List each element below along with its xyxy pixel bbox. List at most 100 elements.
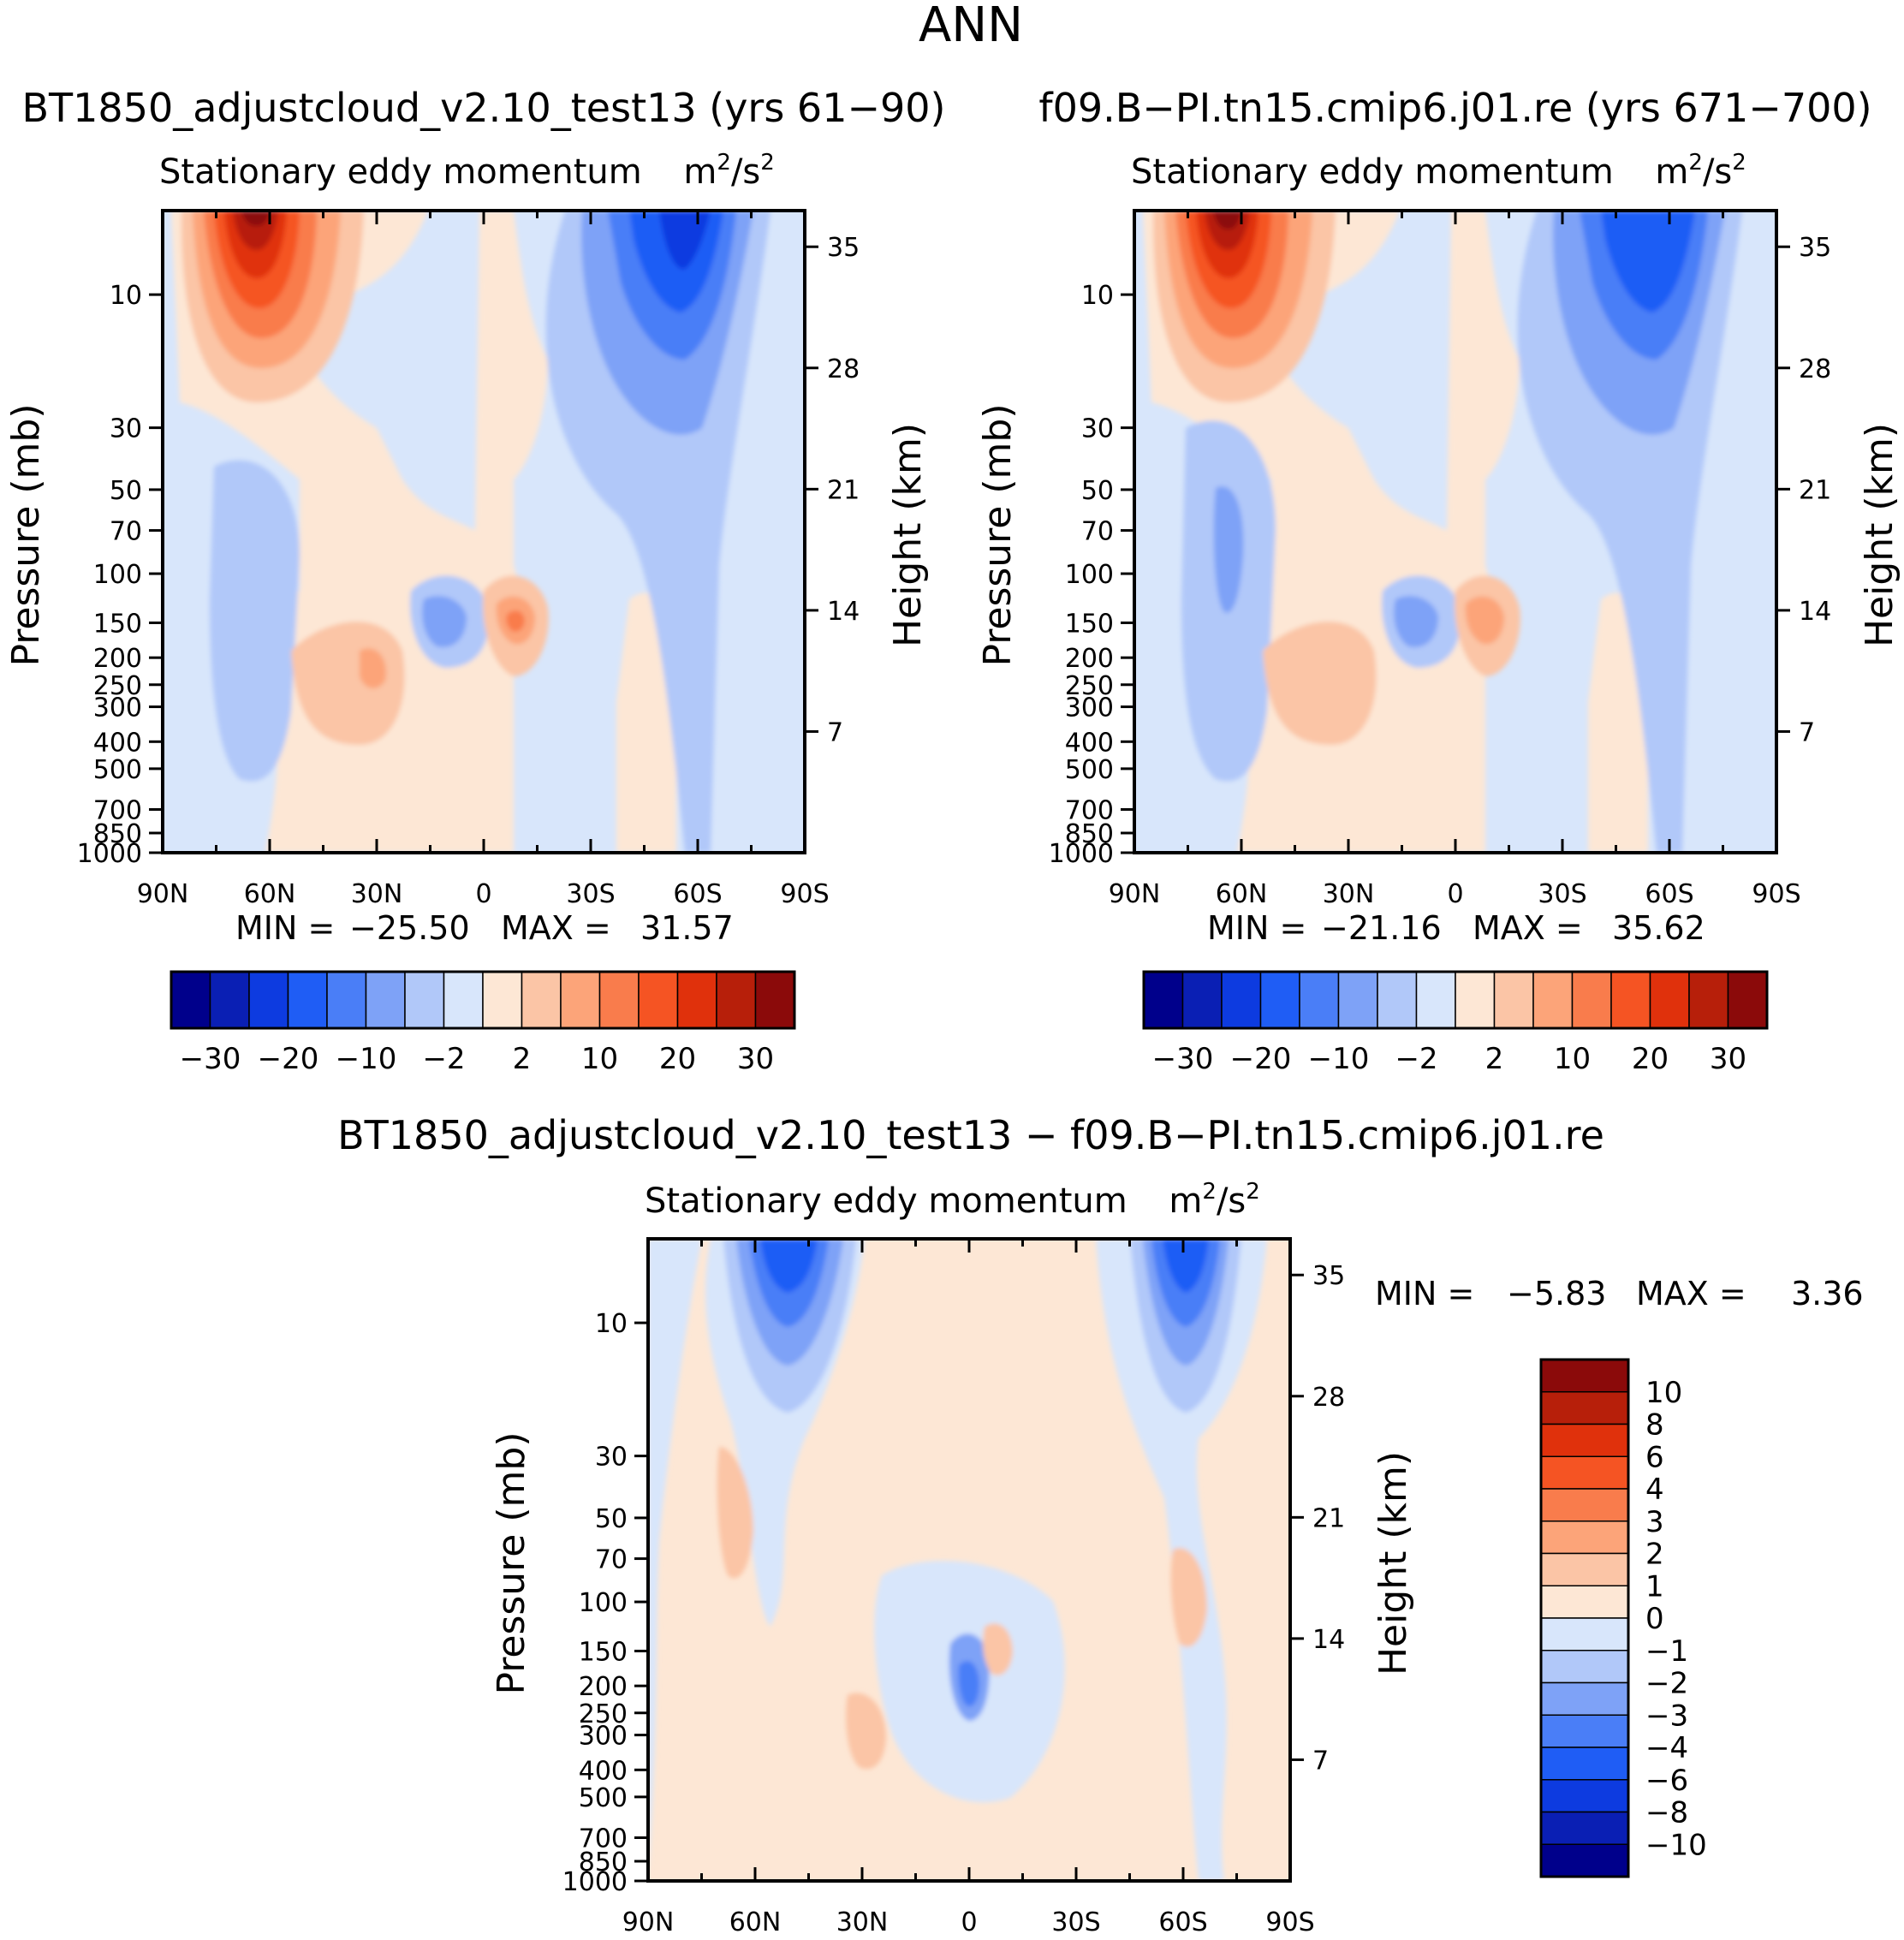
y-tick-label: 30 <box>595 1443 628 1473</box>
y2-tick-label: 7 <box>1312 1746 1329 1776</box>
y2-tick-label: 28 <box>827 354 860 384</box>
panel-c-max-label: MAX = <box>1636 1275 1746 1312</box>
colorbar-label: 4 <box>1645 1473 1664 1507</box>
x-tick-label: 90N <box>137 879 189 909</box>
panel-c-sh-pos <box>1170 1548 1207 1647</box>
y-tick-label: 200 <box>579 1672 628 1702</box>
x-tick-label: 60S <box>1158 1907 1207 1937</box>
colorbar-frame <box>170 970 796 1030</box>
panel-b-plot-title: Stationary eddy momentum m2/s2 <box>1131 150 1746 192</box>
colorbar-box <box>638 971 679 1029</box>
colorbar-box <box>1455 971 1496 1029</box>
y2-tick-label: 21 <box>827 475 860 505</box>
panel-a-trop-pos-3 <box>506 610 525 632</box>
panel-c-nh-strat-neg-5 <box>760 1239 818 1293</box>
panel-b-max-label: MAX = <box>1473 909 1583 947</box>
panel-a-nh-strat-jet-6 <box>233 211 278 250</box>
y-tick-label: 300 <box>579 1722 628 1752</box>
colorbar-label: 8 <box>1645 1408 1664 1443</box>
panel-c-ylabel: Pressure (mb) <box>490 1432 533 1695</box>
panel-b-axes: 90N 60N 30N 0 30S 60S 90S103050701001502002503… <box>1049 211 1831 909</box>
y-tick-label: 50 <box>1081 476 1114 506</box>
x-tick-label: 90S <box>1265 1907 1314 1937</box>
panel-a-colorbar: −30 −20 −10 −2 2 10 20 30 <box>170 970 796 1076</box>
colorbar-label: 2 <box>1645 1538 1664 1572</box>
panel-a-case-title: BT1850_adjustcloud_v2.10_test13 (yrs 61−… <box>22 85 946 131</box>
colorbar-box <box>1540 1391 1629 1425</box>
panel-c-plot-title: Stationary eddy momentum m2/s2 <box>645 1179 1260 1221</box>
colorbar-box <box>1540 1552 1629 1586</box>
panel-c-case-title: BT1850_adjustcloud_v2.10_test13 − f09.B−… <box>337 1112 1604 1158</box>
panel-a-title-text: Stationary eddy momentum <box>159 152 642 192</box>
colorbar-frame <box>1142 970 1769 1030</box>
colorbar-box <box>326 971 367 1029</box>
panel-a-units-sup2: 2 <box>760 150 775 176</box>
colorbar-box <box>1540 1359 1629 1393</box>
colorbar-box <box>1540 1520 1629 1555</box>
colorbar-label: 3 <box>1645 1505 1664 1539</box>
colorbar-label: 20 <box>659 1042 696 1076</box>
y-tick-label: 10 <box>110 281 142 311</box>
colorbar-box <box>598 971 640 1029</box>
panel-c-units-sup2: 2 <box>1246 1179 1260 1205</box>
y-tick-label: 400 <box>579 1756 628 1786</box>
colorbar-box <box>1571 971 1612 1029</box>
colorbar-label: −30 <box>180 1042 241 1076</box>
panel-b-nh-tropo-jet-neg-2 <box>1213 486 1244 613</box>
y2-tick-label: 7 <box>1799 717 1815 747</box>
colorbar-box <box>560 971 601 1029</box>
colorbar-box <box>1540 1747 1629 1781</box>
colorbar-label: −20 <box>1230 1042 1292 1076</box>
colorbar-label: 2 <box>513 1042 532 1076</box>
panel-c-nh-pos-1 <box>846 1693 886 1770</box>
y-tick-label: 850 <box>93 819 142 849</box>
colorbar-box <box>521 971 562 1029</box>
colorbar-label: 10 <box>581 1042 618 1076</box>
panel-c-units-base: m <box>1169 1181 1202 1221</box>
colorbar-label: −4 <box>1645 1731 1688 1765</box>
panel-b-title-text: Stationary eddy momentum <box>1131 152 1614 192</box>
x-tick-label: 30S <box>566 879 615 909</box>
colorbar-label: −2 <box>1395 1042 1437 1076</box>
colorbar-box <box>1540 1617 1629 1651</box>
panel-c-min-value: −5.83 <box>1507 1275 1606 1312</box>
y2-tick-label: 35 <box>1799 233 1831 263</box>
colorbar-label: 10 <box>1645 1376 1682 1410</box>
colorbar-box <box>1540 1811 1629 1845</box>
colorbar-label: −6 <box>1645 1764 1688 1798</box>
panel-b-sh-strat-jet-4 <box>1601 211 1695 312</box>
y2-tick-label: 14 <box>827 597 860 627</box>
colorbar-box <box>1259 971 1300 1029</box>
colorbar-box <box>1540 1843 1629 1878</box>
y-tick-label: 70 <box>1081 517 1114 547</box>
colorbar-label: −30 <box>1152 1042 1214 1076</box>
colorbar-label: −20 <box>258 1042 319 1076</box>
figure-title: ANN <box>919 0 1023 53</box>
panel-b-max-value: 35.62 <box>1612 909 1705 947</box>
panel-a: BT1850_adjustcloud_v2.10_test13 (yrs 61−… <box>4 85 945 1076</box>
panel-b-pos-bulge-1 <box>1263 622 1377 745</box>
panel-a-units-base: m <box>683 152 717 192</box>
panel-a-max-value: 31.57 <box>640 909 734 947</box>
x-tick-label: 90N <box>622 1907 675 1937</box>
y2-tick-label: 14 <box>1312 1625 1345 1655</box>
y-tick-label: 50 <box>110 476 142 506</box>
colorbar-label: −10 <box>1645 1828 1707 1862</box>
colorbar-label: 30 <box>1710 1042 1746 1076</box>
panel-b-colorbar: −30 −20 −10 −2 2 10 20 30 <box>1142 970 1769 1076</box>
panel-a-units-sup1: 2 <box>717 150 731 176</box>
y-tick-label: 250 <box>579 1699 628 1729</box>
colorbar-box <box>716 971 757 1029</box>
y2-tick-label: 28 <box>1799 354 1831 384</box>
y-tick-label: 250 <box>93 671 142 701</box>
x-tick-label: 0 <box>1447 879 1463 909</box>
y-tick-label: 700 <box>579 1824 628 1854</box>
panel-a-sh-strat-jet-5 <box>659 211 711 270</box>
colorbar-label: −10 <box>336 1042 397 1076</box>
colorbar-box <box>209 971 250 1029</box>
panel-a-positive-center-band <box>471 211 548 853</box>
colorbar-box <box>287 971 328 1029</box>
colorbar-box <box>1727 971 1768 1029</box>
y2-tick-label: 28 <box>1312 1383 1345 1413</box>
